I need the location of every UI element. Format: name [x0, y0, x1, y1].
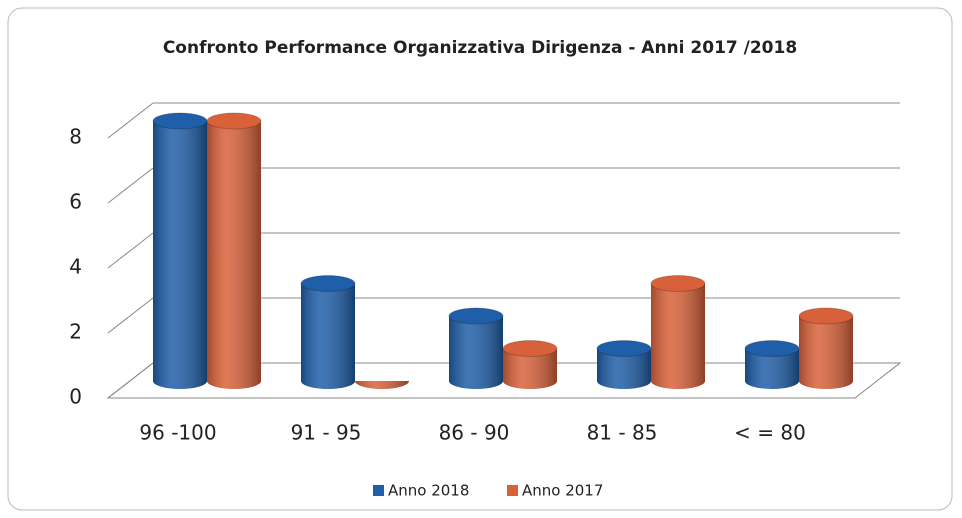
bar-shade [207, 121, 261, 389]
y-tick-label: 6 [69, 190, 82, 214]
y-tick-label: 0 [69, 385, 82, 409]
x-tick-label: 86 - 90 [439, 421, 510, 445]
legend-label: Anno 2017 [522, 482, 603, 500]
bar-top [206, 112, 262, 130]
x-tick-label: 96 -100 [139, 421, 216, 445]
wall-line [107, 362, 154, 399]
x-tick-label: 91 - 95 [291, 421, 362, 445]
bar-shade [301, 283, 355, 389]
legend-swatch [373, 485, 384, 496]
bar-shade [449, 316, 503, 389]
y-tick-label: 8 [69, 125, 82, 149]
bar-top [152, 112, 208, 130]
bar-shade [799, 316, 853, 389]
bar-shade [651, 283, 705, 389]
bar-top [596, 340, 652, 357]
bar-top [744, 340, 800, 357]
bar-shade [355, 381, 409, 389]
bar-top [448, 307, 504, 325]
wall-line [107, 102, 154, 139]
x-tick-label: < = 80 [734, 421, 806, 445]
bar-shade [503, 348, 557, 389]
bar-top [650, 275, 706, 292]
y-tick-label: 2 [69, 320, 82, 344]
bar-top [300, 275, 356, 292]
legend-label: Anno 2018 [388, 482, 469, 500]
bar-top [798, 307, 854, 325]
bar-shade [597, 348, 651, 389]
y-tick-label: 4 [69, 255, 82, 279]
legend-swatch [507, 485, 518, 496]
wall-line [107, 167, 154, 204]
bar-top [502, 340, 558, 357]
x-tick-label: 81 - 85 [587, 421, 658, 445]
bar-shade [153, 121, 207, 389]
wall-line [107, 232, 154, 269]
wall-line [107, 297, 154, 334]
bar-shade [745, 348, 799, 389]
chart-title: Confronto Performance Organizzativa Diri… [163, 38, 797, 58]
